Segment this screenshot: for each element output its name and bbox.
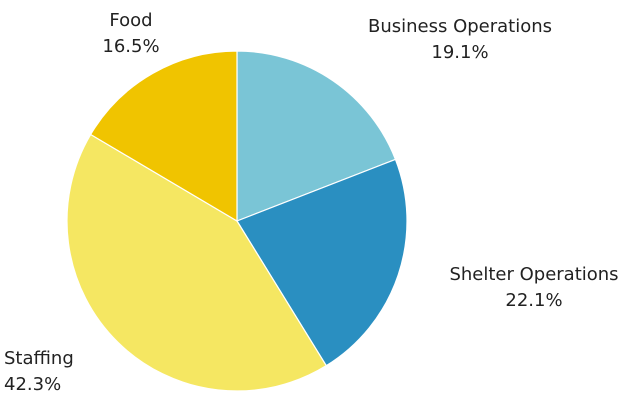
slice-percent: 19.1%: [431, 42, 489, 63]
label-business-operations: Business Operations 19.1%: [360, 14, 560, 66]
slice-name: Business Operations: [367, 16, 553, 37]
label-staffing: Staffing 42.3%: [4, 346, 84, 398]
slice-percent: 42.3%: [4, 374, 62, 395]
slice-name: Food: [109, 10, 153, 31]
label-shelter-operations: Shelter Operations 22.1%: [440, 262, 628, 314]
slice-business-operations: [236, 50, 397, 222]
slice-food: [89, 50, 238, 223]
slice-name: Staffing: [4, 348, 74, 369]
slice-percent: 22.1%: [505, 290, 563, 311]
label-food: Food 16.5%: [88, 8, 174, 60]
slice-percent: 16.5%: [102, 36, 160, 57]
pie-slices: [66, 50, 408, 392]
slice-shelter-operations: [236, 158, 408, 367]
slice-staffing: [66, 133, 328, 392]
slice-name: Shelter Operations: [449, 264, 619, 285]
